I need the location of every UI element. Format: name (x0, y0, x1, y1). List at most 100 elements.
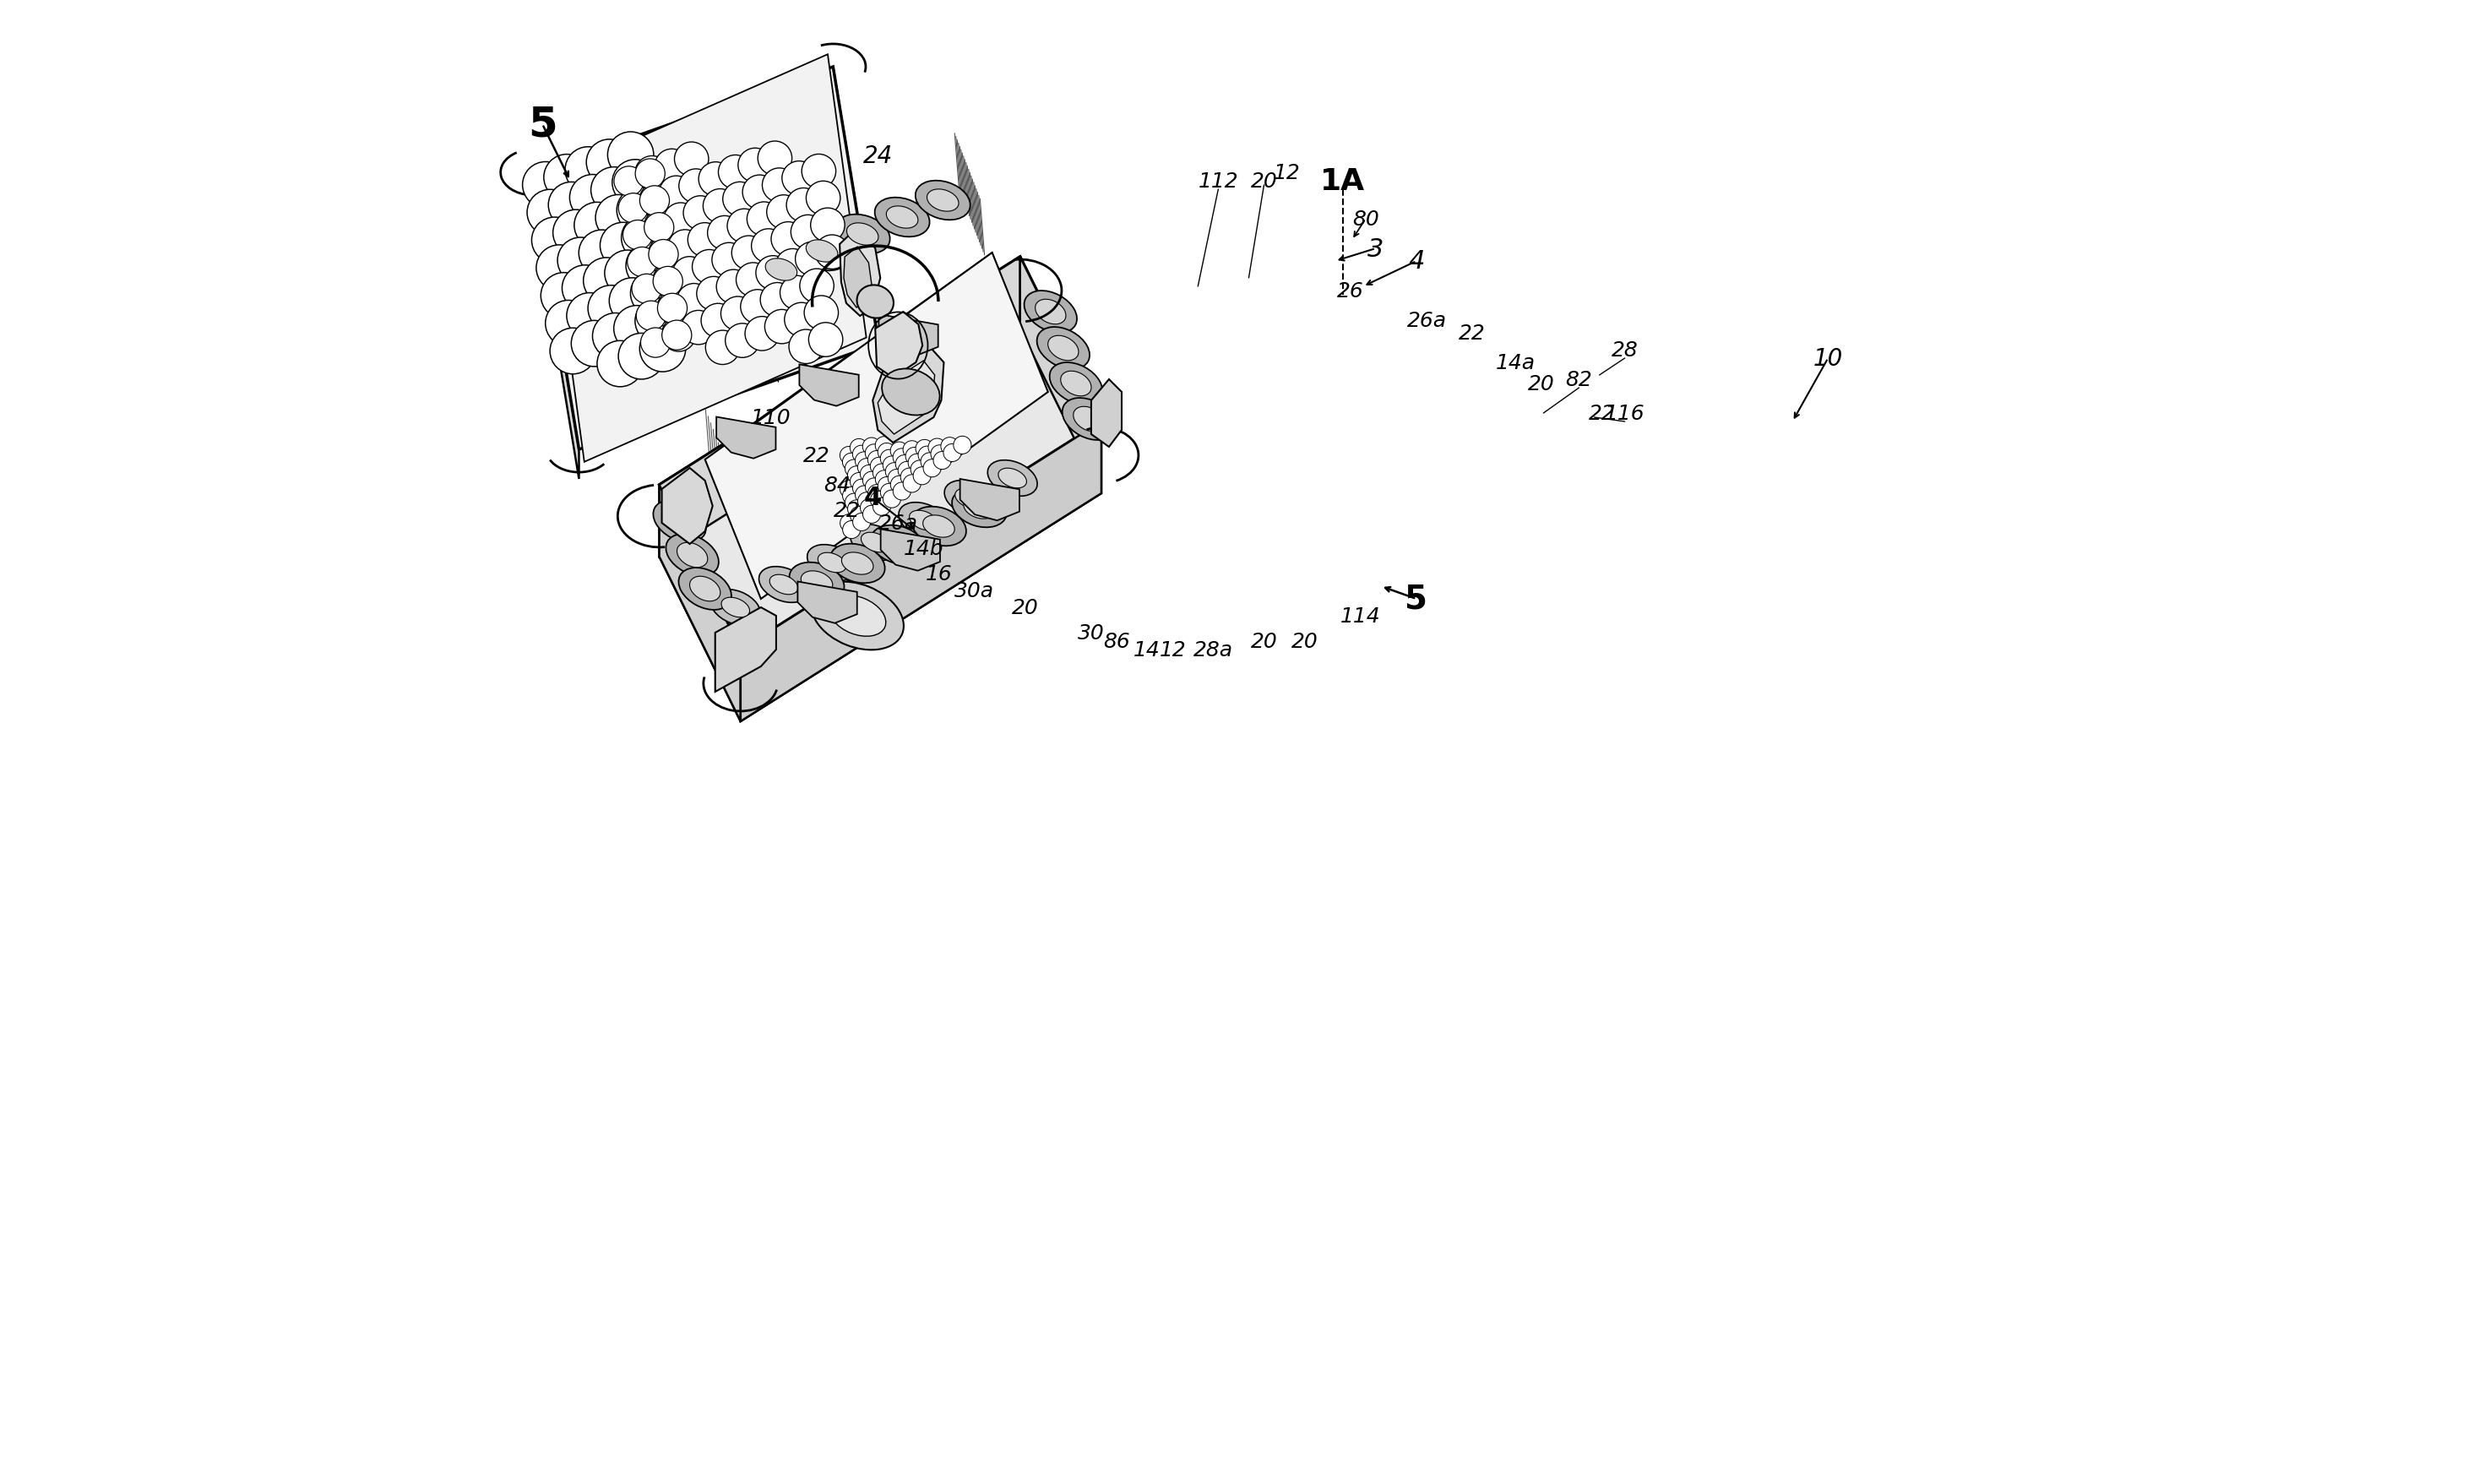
Circle shape (871, 457, 888, 475)
Text: 22: 22 (805, 445, 829, 466)
Ellipse shape (911, 508, 965, 546)
Circle shape (652, 264, 686, 298)
Polygon shape (661, 469, 713, 545)
Circle shape (743, 175, 777, 209)
Circle shape (933, 453, 950, 470)
Polygon shape (844, 248, 871, 309)
Circle shape (802, 154, 837, 188)
Polygon shape (834, 68, 879, 374)
Text: 110: 110 (750, 408, 792, 427)
Circle shape (540, 273, 587, 319)
Circle shape (839, 515, 859, 533)
Circle shape (844, 460, 864, 478)
Polygon shape (800, 365, 859, 407)
Circle shape (851, 445, 871, 463)
Circle shape (570, 321, 617, 367)
Ellipse shape (945, 481, 995, 516)
Text: 20: 20 (1251, 171, 1278, 191)
Circle shape (861, 499, 879, 516)
Circle shape (649, 240, 679, 270)
Circle shape (763, 169, 797, 203)
Ellipse shape (829, 545, 886, 583)
Circle shape (745, 318, 780, 352)
Circle shape (896, 456, 913, 473)
Circle shape (661, 318, 696, 352)
Circle shape (876, 436, 893, 454)
Circle shape (790, 215, 824, 249)
Circle shape (590, 168, 637, 214)
Circle shape (864, 438, 881, 456)
Ellipse shape (923, 515, 955, 537)
Text: 20: 20 (1291, 631, 1318, 651)
Circle shape (607, 132, 654, 178)
Circle shape (639, 187, 669, 217)
Ellipse shape (654, 500, 706, 543)
Circle shape (656, 294, 686, 324)
Circle shape (644, 211, 679, 245)
Ellipse shape (758, 567, 810, 603)
Polygon shape (1091, 380, 1120, 447)
Circle shape (691, 251, 726, 285)
Text: 114: 114 (1340, 605, 1380, 626)
Circle shape (770, 223, 805, 257)
Circle shape (930, 445, 948, 463)
Circle shape (723, 183, 758, 217)
Circle shape (679, 169, 713, 203)
Ellipse shape (928, 190, 958, 212)
Circle shape (550, 328, 595, 374)
Ellipse shape (1061, 399, 1116, 441)
Circle shape (755, 257, 790, 291)
Circle shape (854, 453, 874, 470)
Text: 22: 22 (1459, 324, 1486, 344)
Circle shape (676, 283, 711, 318)
Ellipse shape (1049, 337, 1079, 361)
Circle shape (921, 453, 938, 470)
Polygon shape (659, 329, 1101, 721)
Circle shape (627, 243, 671, 289)
Text: 3: 3 (1367, 237, 1385, 261)
Circle shape (851, 479, 871, 497)
Polygon shape (960, 479, 1019, 521)
Ellipse shape (817, 554, 847, 573)
Circle shape (913, 467, 930, 485)
Text: 12: 12 (1160, 640, 1187, 660)
Circle shape (884, 457, 901, 475)
Polygon shape (879, 361, 935, 435)
Circle shape (740, 291, 775, 325)
Circle shape (674, 142, 708, 177)
Circle shape (659, 177, 694, 211)
Circle shape (893, 450, 911, 467)
Circle shape (795, 242, 829, 276)
Circle shape (523, 162, 568, 208)
Circle shape (765, 310, 800, 344)
Circle shape (839, 447, 859, 464)
Circle shape (918, 447, 935, 464)
Circle shape (785, 303, 819, 337)
Circle shape (563, 266, 607, 312)
Circle shape (622, 221, 652, 251)
Circle shape (684, 196, 718, 230)
Circle shape (639, 184, 674, 218)
Circle shape (790, 329, 822, 364)
Circle shape (632, 275, 661, 304)
Circle shape (943, 444, 960, 462)
Text: 14a: 14a (1496, 353, 1535, 372)
Circle shape (871, 491, 888, 509)
Circle shape (864, 506, 881, 524)
Circle shape (696, 278, 731, 312)
Circle shape (703, 190, 738, 224)
Text: 10: 10 (1814, 347, 1844, 371)
Polygon shape (740, 421, 1101, 721)
Text: 82: 82 (1565, 370, 1592, 390)
Ellipse shape (871, 525, 926, 565)
Circle shape (617, 188, 664, 234)
Polygon shape (533, 68, 879, 450)
Text: 14: 14 (1133, 640, 1160, 660)
Circle shape (856, 487, 874, 505)
Circle shape (807, 181, 839, 215)
Text: 4: 4 (1409, 249, 1424, 275)
Circle shape (874, 499, 891, 516)
Ellipse shape (664, 509, 696, 534)
Text: 30: 30 (1079, 623, 1106, 643)
Circle shape (928, 439, 945, 457)
